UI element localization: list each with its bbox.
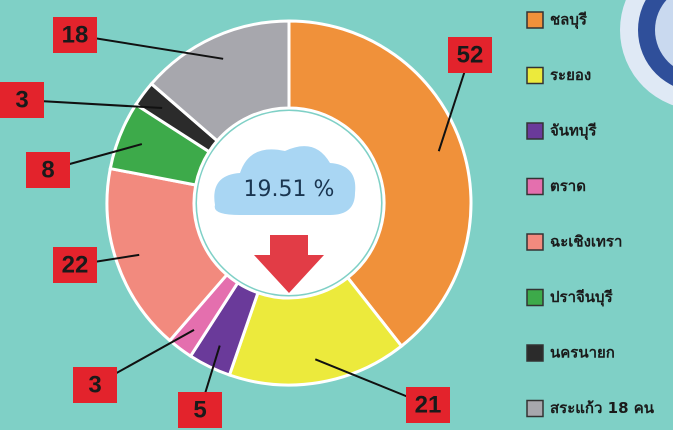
legend-label: นครนายก (550, 344, 615, 362)
legend-swatch (527, 68, 543, 84)
value-label: 52 (457, 41, 484, 68)
legend-swatch (527, 179, 543, 195)
center-label: 19.51 % (244, 177, 335, 202)
legend-swatch (527, 234, 543, 250)
legend-label: ตราด (550, 177, 586, 195)
legend-swatch (527, 345, 543, 361)
legend-label: จันทบุรี (550, 122, 597, 141)
legend-label: ฉะเชิงเทรา (550, 233, 622, 251)
value-label: 18 (62, 21, 89, 48)
legend-swatch (527, 401, 543, 417)
legend-label: สระแก้ว 18 คน (550, 399, 655, 417)
legend-label: ระยอง (550, 66, 591, 84)
legend-swatch (527, 12, 543, 28)
legend-label: ปราจีนบุรี (550, 288, 614, 307)
value-label: 3 (15, 86, 28, 113)
value-label: 22 (62, 251, 89, 278)
value-label: 21 (415, 391, 442, 418)
legend-swatch (527, 123, 543, 139)
value-label: 5 (193, 396, 206, 423)
value-label: 8 (41, 156, 54, 183)
value-label: 3 (88, 371, 101, 398)
legend-label: ชลบุรี (550, 11, 588, 30)
chart: 19.51 % 52 21 5 3 22 8 3 18 ชลบุรีระยองจันทบุรี… (0, 0, 673, 430)
legend-swatch (527, 290, 543, 306)
center-decoration (197, 111, 381, 295)
